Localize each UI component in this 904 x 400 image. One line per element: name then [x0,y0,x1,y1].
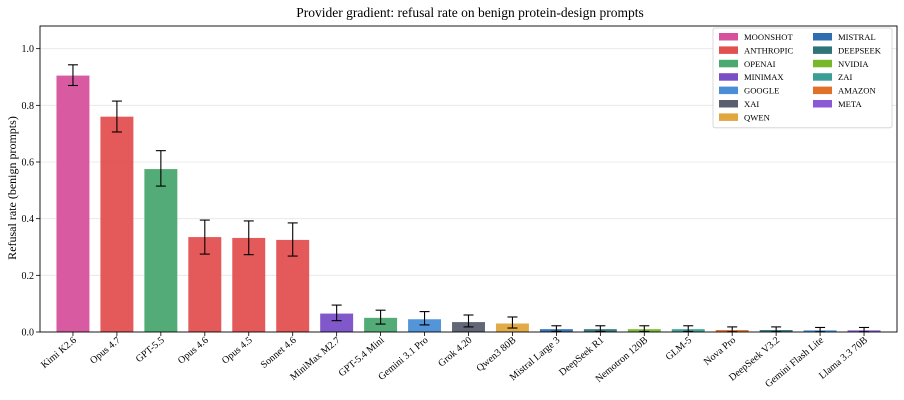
error-bar [375,309,386,325]
error-bar [111,100,122,133]
error-bar [463,314,474,328]
legend-entry-nvidia: NVIDIA [813,59,869,69]
legend-swatch [719,46,738,54]
legend-swatch [813,73,832,81]
x-tick-label: GLM-5 [664,335,694,363]
legend-entry-mistral: MISTRAL [813,32,876,42]
x-tick-label: Qwen3 80B [474,335,518,375]
legend-label: NVIDIA [838,59,869,69]
legend-box [712,27,893,129]
legend-entry-zai: ZAI [813,72,852,82]
bar-minimax-m2-7 [320,313,354,332]
y-tick-label: 0.6 [22,158,35,169]
bar-gpt-5-4-mini [364,317,398,332]
error-bar [419,311,430,326]
error-bar [507,316,518,329]
x-tick-label: Opus 4.5 [220,335,255,367]
y-axis-label: Refusal rate (benign prompts) [5,116,19,260]
y-tick-label: 1.0 [22,44,35,55]
x-tick-label: Sonnet 4.6 [259,335,299,371]
legend-label: ZAI [838,72,852,82]
legend-label: MISTRAL [838,32,876,42]
x-tick-label: Opus 4.7 [88,335,123,367]
legend-swatch [719,59,738,68]
bars [56,75,881,333]
x-tick-label: Grok 4.20 [436,335,474,369]
error-bar [243,220,254,256]
error-bar [331,304,342,322]
legend-entry-moonshot: MOONSHOT [719,32,793,42]
error-bars [67,64,870,333]
legend-swatch [813,46,832,54]
y-tick-label: 0.4 [22,214,35,225]
legend-label: QWEN [744,112,771,122]
legend-swatch [719,73,738,81]
legend-swatch [813,33,832,41]
legend-entry-anthropic: ANTHROPIC [719,45,793,55]
x-tick-label: Llama 3.3 70B [817,335,870,382]
legend-swatch [719,100,738,108]
legend-label: MINIMAX [744,72,784,82]
error-bar [155,150,166,187]
error-bar [67,64,78,87]
error-bar [595,325,606,332]
legend-entry-deepseek: DEEPSEEK [813,45,882,55]
error-bar [199,219,210,255]
x-tick-label: GPT-5.5 [134,335,167,365]
legend-label: DEEPSEEK [838,45,882,55]
legend-swatch [719,113,738,121]
x-tick-label: Kimi K2.6 [39,335,79,371]
legend-swatch [813,86,832,95]
bar-gemini-3-1-pro [408,319,442,332]
error-bar [287,222,298,257]
error-bar [639,325,650,332]
legend-entry-openai: OPENAI [719,59,776,69]
legend-entry-google: GOOGLE [719,86,779,96]
plot-frame [39,25,898,333]
legend-label: OPENAI [744,59,776,69]
legend-label: GOOGLE [744,86,779,96]
bar-kimi-k2-6 [56,75,90,332]
y-tick-label: 0.8 [22,101,35,112]
legend-label: AMAZON [838,86,877,96]
legend-label: ANTHROPIC [744,45,793,55]
bar-opus-4-7 [100,116,134,333]
legend-swatch [813,59,832,68]
error-bar [551,325,562,332]
legend-swatch [719,33,738,41]
y-tick-label: 0.2 [22,271,35,282]
legend: MOONSHOT ANTHROPIC OPENAI MINIMAX GOOGLE XAI Q… [712,27,893,129]
error-bar [683,325,694,332]
legend-label: XAI [744,99,759,109]
legend-entry-meta: META [813,99,862,109]
legend-entry-minimax: MINIMAX [719,72,784,82]
x-tick-label: Opus 4.6 [176,335,211,367]
chart-title: Provider gradient: refusal rate on benig… [296,5,644,20]
legend-entry-amazon: AMAZON [813,86,877,96]
y-tick-label: 0.0 [22,328,35,339]
legend-swatch [813,100,832,108]
legend-entry-qwen: QWEN [719,112,771,122]
legend-entry-xai: XAI [719,99,759,109]
legend-label: MOONSHOT [744,32,793,42]
x-tick-label: Nova Pro [702,335,738,368]
legend-label: META [838,99,862,109]
bar-gpt-5-5 [144,169,178,332]
legend-swatch [719,86,738,95]
